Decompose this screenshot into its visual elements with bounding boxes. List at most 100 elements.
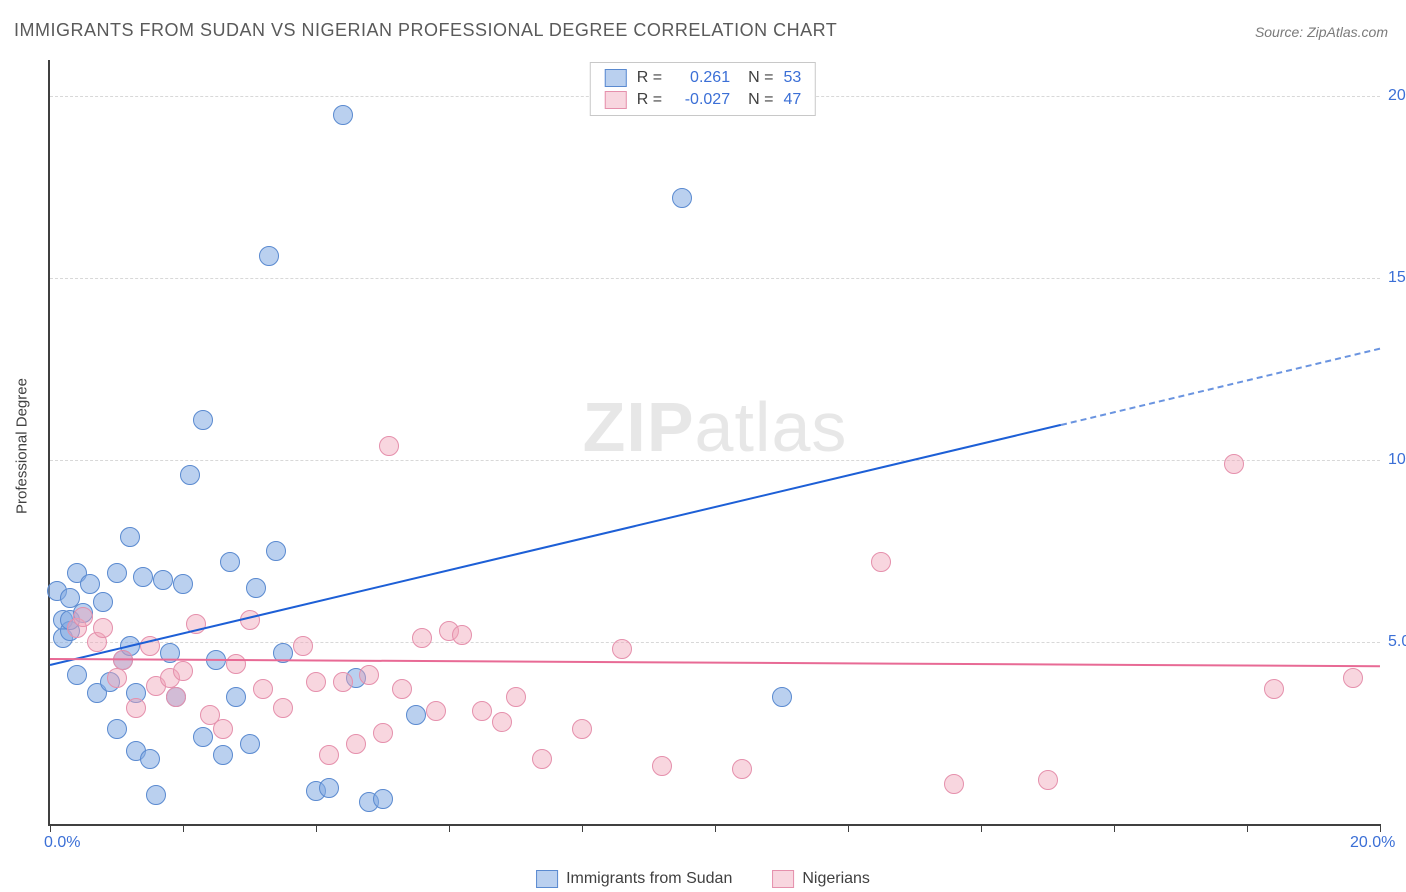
legend-stats-row-1: R = -0.027 N = 47 — [605, 89, 801, 111]
data-point — [107, 719, 127, 739]
watermark-bold: ZIP — [583, 388, 695, 466]
legend-stats: R = 0.261 N = 53 R = -0.027 N = 47 — [590, 62, 816, 116]
data-point — [146, 785, 166, 805]
data-point — [472, 701, 492, 721]
y-tick-label: 15.0% — [1388, 269, 1406, 287]
x-tick — [183, 824, 184, 832]
x-tick — [582, 824, 583, 832]
data-point — [80, 574, 100, 594]
watermark-rest: atlas — [695, 388, 848, 466]
data-point — [732, 759, 752, 779]
legend-series: Immigrants from Sudan Nigerians — [536, 870, 870, 888]
plot-area: ZIPatlas 5.0%10.0%15.0%20.0%0.0%20.0% — [48, 60, 1380, 826]
r-value-0: 0.261 — [672, 69, 730, 87]
r-label: R = — [637, 69, 662, 87]
r-value-1: -0.027 — [672, 91, 730, 109]
data-point — [226, 687, 246, 707]
x-tick — [1380, 824, 1381, 832]
data-point — [1343, 668, 1363, 688]
data-point — [871, 552, 891, 572]
data-point — [93, 592, 113, 612]
data-point — [412, 628, 432, 648]
legend-swatch-blue-icon — [605, 69, 627, 87]
gridline — [50, 278, 1380, 279]
trend-line-dashed — [1061, 347, 1381, 425]
x-tick — [981, 824, 982, 832]
data-point — [572, 719, 592, 739]
data-point — [373, 789, 393, 809]
data-point — [359, 665, 379, 685]
data-point — [126, 698, 146, 718]
data-point — [107, 668, 127, 688]
data-point — [532, 749, 552, 769]
data-point — [73, 607, 93, 627]
source-credit: Source: ZipAtlas.com — [1255, 24, 1388, 40]
y-axis-title: Professional Degree — [14, 378, 31, 514]
x-tick-label: 20.0% — [1350, 834, 1395, 852]
x-tick — [316, 824, 317, 832]
x-tick — [1247, 824, 1248, 832]
data-point — [612, 639, 632, 659]
data-point — [333, 105, 353, 125]
legend-item-0: Immigrants from Sudan — [536, 870, 732, 888]
data-point — [1038, 770, 1058, 790]
data-point — [346, 734, 366, 754]
legend-item-1: Nigerians — [772, 870, 870, 888]
x-tick — [449, 824, 450, 832]
data-point — [173, 661, 193, 681]
watermark: ZIPatlas — [583, 387, 848, 467]
y-tick-label: 10.0% — [1388, 451, 1406, 469]
data-point — [153, 570, 173, 590]
data-point — [426, 701, 446, 721]
data-point — [392, 679, 412, 699]
data-point — [133, 567, 153, 587]
x-tick — [848, 824, 849, 832]
data-point — [246, 578, 266, 598]
trend-line — [50, 658, 1380, 667]
y-tick-label: 20.0% — [1388, 87, 1406, 105]
data-point — [1224, 454, 1244, 474]
n-label: N = — [748, 69, 773, 87]
data-point — [173, 574, 193, 594]
data-point — [193, 410, 213, 430]
data-point — [1264, 679, 1284, 699]
data-point — [306, 672, 326, 692]
data-point — [373, 723, 393, 743]
legend-swatch-blue-icon — [536, 870, 558, 888]
data-point — [180, 465, 200, 485]
data-point — [293, 636, 313, 656]
data-point — [93, 618, 113, 638]
data-point — [652, 756, 672, 776]
n-label: N = — [748, 91, 773, 109]
data-point — [240, 734, 260, 754]
gridline — [50, 642, 1380, 643]
data-point — [379, 436, 399, 456]
data-point — [266, 541, 286, 561]
data-point — [452, 625, 472, 645]
data-point — [213, 719, 233, 739]
legend-swatch-pink-icon — [772, 870, 794, 888]
data-point — [319, 778, 339, 798]
n-value-0: 53 — [783, 69, 801, 87]
data-point — [772, 687, 792, 707]
data-point — [492, 712, 512, 732]
r-label: R = — [637, 91, 662, 109]
legend-label-1: Nigerians — [802, 870, 870, 887]
data-point — [166, 687, 186, 707]
y-tick-label: 5.0% — [1388, 633, 1406, 651]
data-point — [107, 563, 127, 583]
data-point — [226, 654, 246, 674]
data-point — [120, 527, 140, 547]
chart-container: IMMIGRANTS FROM SUDAN VS NIGERIAN PROFES… — [0, 0, 1406, 892]
data-point — [259, 246, 279, 266]
x-tick — [715, 824, 716, 832]
data-point — [213, 745, 233, 765]
data-point — [67, 665, 87, 685]
x-tick — [50, 824, 51, 832]
data-point — [253, 679, 273, 699]
data-point — [672, 188, 692, 208]
legend-swatch-pink-icon — [605, 91, 627, 109]
x-tick-label: 0.0% — [44, 834, 80, 852]
data-point — [406, 705, 426, 725]
data-point — [333, 672, 353, 692]
